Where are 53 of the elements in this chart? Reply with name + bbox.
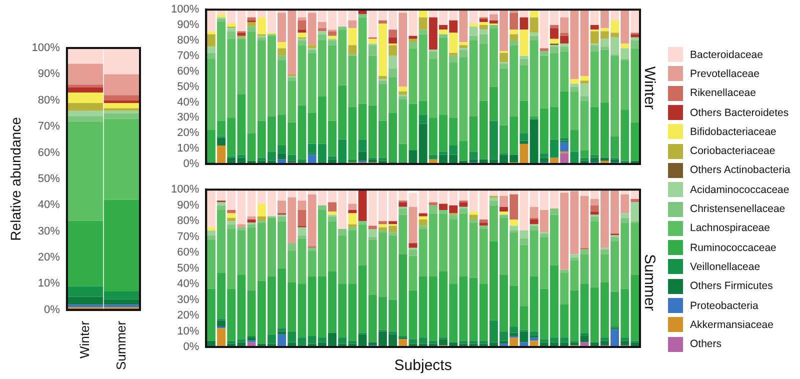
y-tick-label: 90% bbox=[38, 68, 60, 80]
y-tick-label: 50% bbox=[38, 172, 60, 185]
legend-label: Akkermansiaceae bbox=[690, 318, 774, 331]
y-tick-label: 10% bbox=[177, 325, 200, 338]
y-tick-label: 40% bbox=[177, 278, 200, 290]
y-tick-label: 20% bbox=[177, 310, 200, 322]
y-tick-label: 80% bbox=[177, 215, 200, 228]
y-tick-label: 100% bbox=[170, 4, 200, 16]
text: Winter bbox=[640, 66, 658, 110]
x-axis-title: Subjects bbox=[394, 357, 452, 374]
y-tick-label: 30% bbox=[177, 112, 200, 124]
legend-label: Others bbox=[690, 338, 722, 350]
legend-label: Coriobacteriaceae bbox=[690, 145, 776, 158]
legend-label: Ruminococcaceae bbox=[690, 242, 776, 254]
y-tick-label: 70% bbox=[177, 50, 200, 62]
y-tick-label: 100% bbox=[32, 42, 60, 54]
y-tick-label: 0% bbox=[183, 341, 200, 354]
y-tick-label: 40% bbox=[38, 199, 60, 212]
legend-label: Bacteroidaceae bbox=[690, 48, 763, 61]
y-tick-label: 60% bbox=[177, 65, 200, 78]
y-tick-label: 50% bbox=[177, 262, 200, 274]
text: Summer bbox=[640, 254, 658, 311]
y-tick-label: 70% bbox=[177, 230, 200, 243]
y-tick-label: 60% bbox=[177, 246, 200, 259]
y-tick-label: 10% bbox=[177, 142, 200, 155]
y-tick-label: 20% bbox=[38, 252, 60, 264]
y-tick-label: 60% bbox=[38, 146, 60, 159]
y-axis-title: Relative abundance bbox=[7, 116, 24, 241]
legend-label: Rikenellaceae bbox=[690, 87, 756, 100]
legend-label: Acidaminococcaceae bbox=[690, 184, 790, 196]
y-tick-label: 100% bbox=[170, 184, 200, 196]
y-tick-label: 30% bbox=[177, 294, 200, 306]
legend-label: Lachnospiraceae bbox=[690, 222, 770, 234]
y-tick-label: 70% bbox=[38, 120, 60, 133]
legend-label: Bifidobacteriaceae bbox=[690, 126, 776, 138]
y-tick-label: 50% bbox=[177, 80, 200, 93]
y-tick-label: 80% bbox=[177, 34, 200, 47]
y-tick-label: 0% bbox=[44, 304, 60, 316]
y-tick-label: 10% bbox=[38, 278, 60, 290]
legend-label: Prevotellaceae bbox=[690, 68, 760, 80]
legend-label: Christensenellaceae bbox=[690, 203, 786, 216]
y-tick-label: 80% bbox=[38, 94, 60, 106]
y-tick-label: 20% bbox=[177, 127, 200, 140]
y-tick-label: 90% bbox=[177, 19, 200, 32]
legend-label: Others Bacteroidetes bbox=[690, 106, 789, 119]
legend-label: Others Actinobacteria bbox=[690, 164, 790, 176]
legend-label: Others Firmicutes bbox=[690, 280, 773, 292]
y-tick-label: 40% bbox=[177, 96, 200, 108]
y-tick-label: 90% bbox=[177, 199, 200, 212]
y-tick-label: 0% bbox=[183, 158, 200, 170]
y-tick-label: 30% bbox=[38, 225, 60, 238]
legend-label: Proteobacteria bbox=[690, 300, 758, 312]
legend-label: Veillonellaceae bbox=[690, 260, 760, 273]
